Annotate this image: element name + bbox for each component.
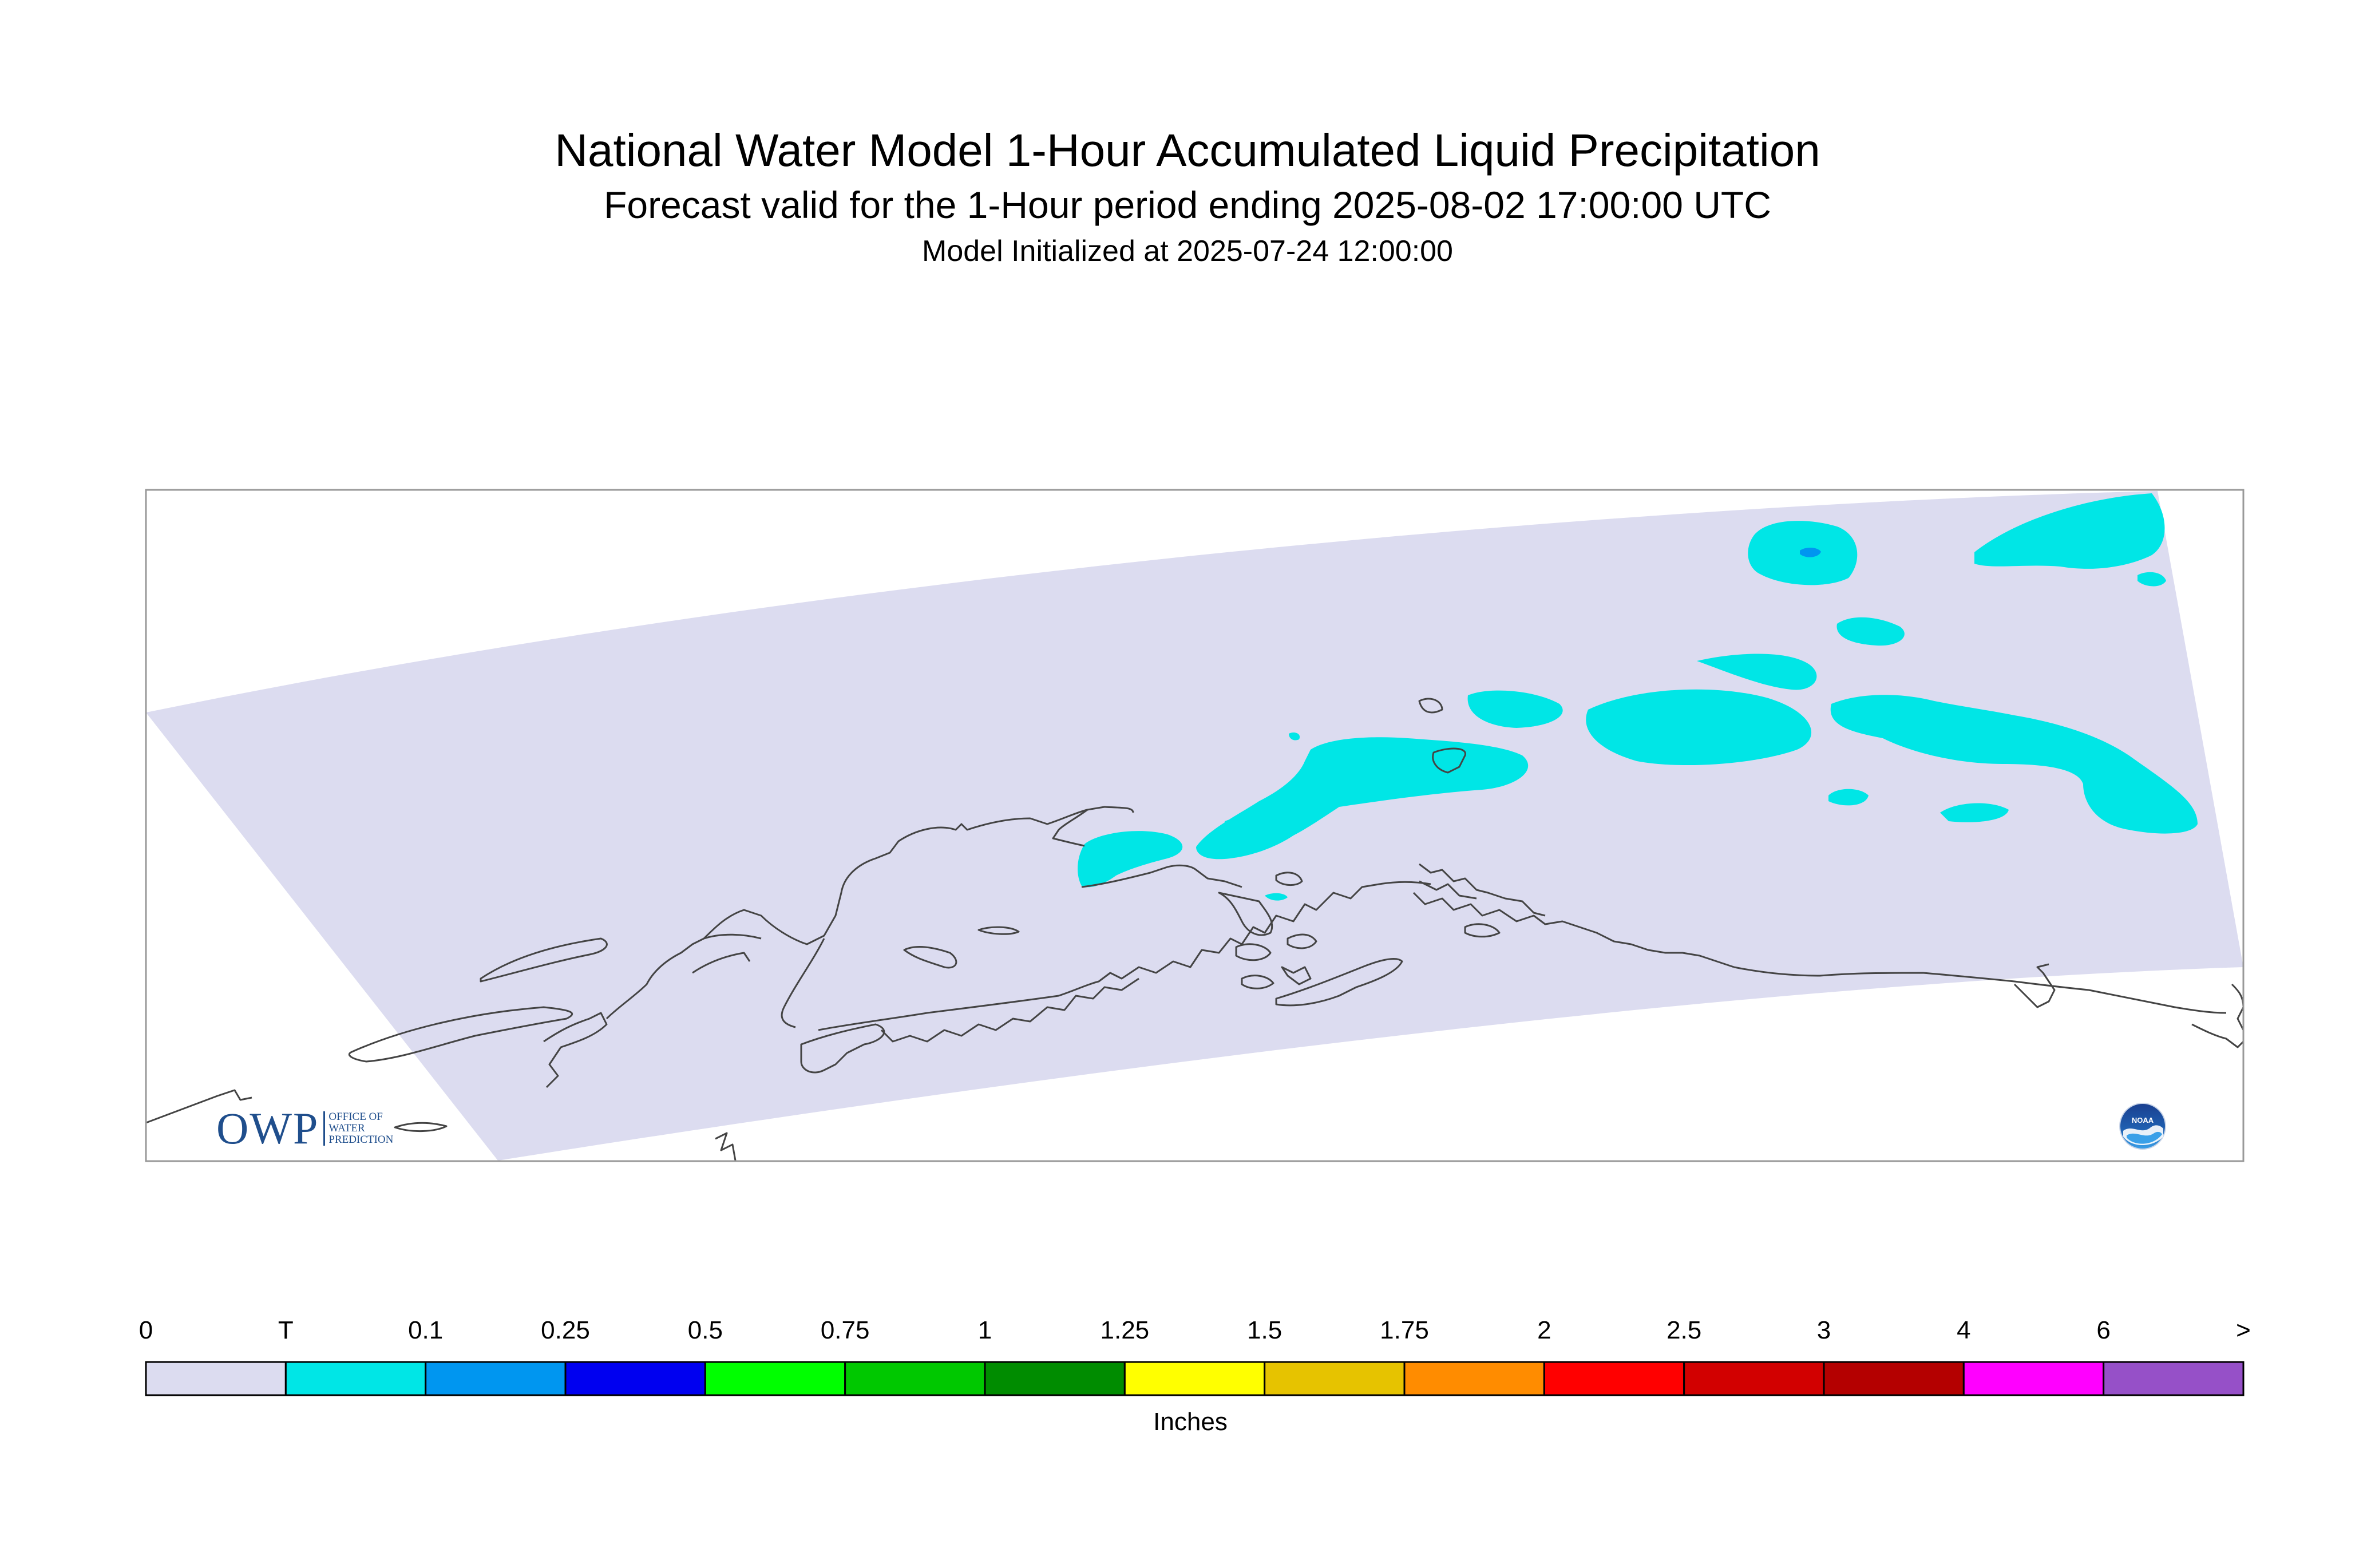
map-title: National Water Model 1-Hour Accumulated … (555, 125, 1820, 176)
coastline (1275, 872, 1303, 886)
coastline (1432, 747, 1466, 774)
legend-swatch (1543, 1361, 1685, 1396)
legend-label-greater: > (2236, 1316, 2251, 1344)
coastline (703, 806, 1134, 945)
legend-label-1.25: 1.25 (1100, 1316, 1150, 1344)
coastline (781, 938, 825, 1028)
legend-swatch (1962, 1361, 2105, 1396)
legend-label-0.75: 0.75 (820, 1316, 870, 1344)
precip-area (1225, 813, 1296, 850)
coastline (1275, 957, 1403, 1007)
coastline (715, 1132, 737, 1161)
precip-area (1467, 690, 1563, 728)
legend-label-1: 1 (977, 1316, 992, 1344)
noaa-logo-icon: NOAA (2119, 1103, 2166, 1150)
map-frame (145, 489, 2245, 1162)
coastline (903, 946, 957, 969)
svg-text:NOAA: NOAA (2132, 1116, 2154, 1124)
coastline (1287, 933, 1317, 949)
coastline (1052, 809, 1088, 847)
coastline (2191, 1023, 2245, 1048)
legend-label-2: 2 (1537, 1316, 1551, 1344)
legend-swatch (2103, 1361, 2245, 1396)
precip-area (1697, 654, 1817, 690)
legend-label-6: 6 (2096, 1316, 2111, 1344)
legend-label-2.5: 2.5 (1667, 1316, 1702, 1344)
coastline (1081, 864, 1242, 888)
coastline (1235, 943, 1272, 961)
legend-label-0: 0 (138, 1316, 153, 1344)
coastline (1412, 892, 1735, 968)
legend-swatch (1264, 1361, 1406, 1396)
legend-label-0.1: 0.1 (408, 1316, 444, 1344)
legend-swatch (1403, 1361, 1545, 1396)
coastline (1419, 863, 1546, 917)
legend-swatch (704, 1361, 846, 1396)
coastline (348, 1006, 573, 1063)
coastline (1464, 923, 1501, 938)
coastline (394, 1122, 448, 1132)
legend-label-0.5: 0.5 (687, 1316, 723, 1344)
coastline (1418, 698, 1443, 714)
coastline (1733, 966, 2227, 1014)
legend-label-trace: T (278, 1316, 294, 1344)
coastline (977, 926, 1020, 935)
coastline (692, 952, 751, 974)
color-legend-bar (145, 1361, 2245, 1396)
coastline (145, 1089, 252, 1124)
coastline (1419, 880, 1477, 900)
coastline (605, 933, 762, 1020)
legend-swatch (425, 1361, 567, 1396)
coastline (800, 1023, 885, 1074)
coastline (1218, 892, 1273, 936)
legend-swatch (984, 1361, 1126, 1396)
precip-area (1265, 893, 1288, 901)
precip-area (1078, 831, 1183, 888)
legend-label-1.75: 1.75 (1380, 1316, 1429, 1344)
coastline (880, 977, 1139, 1043)
precip-area-0.1 (1800, 547, 1821, 557)
coastline (818, 881, 1431, 1031)
coastline (480, 937, 608, 983)
coastline (1241, 975, 1274, 989)
legend-label-3: 3 (1816, 1316, 1831, 1344)
precip-area (1586, 689, 1812, 766)
precip-area (1289, 732, 1300, 741)
precipitation-areas (1078, 493, 2198, 901)
owp-logo-text: OFFICE OF WATER PREDICTION (323, 1111, 397, 1146)
model-domain-area (146, 491, 2243, 1161)
map-subtitle: Forecast valid for the 1-Hour period end… (604, 184, 1771, 226)
legend-label-0.25: 0.25 (541, 1316, 590, 1344)
precip-area (1830, 695, 2198, 834)
legend-swatch (1123, 1361, 1266, 1396)
legend-swatch (564, 1361, 706, 1396)
legend-swatch (284, 1361, 427, 1396)
legend-swatch (1823, 1361, 1965, 1396)
precip-area (1836, 617, 1905, 646)
coastline (543, 1012, 608, 1088)
owp-logo-mark: OWP (216, 1103, 319, 1153)
legend-swatch (145, 1361, 287, 1396)
precip-area (1940, 803, 2009, 822)
legend-units-label: Inches (1153, 1408, 1228, 1436)
coastline (1281, 966, 1312, 985)
model-initialized-label: Model Initialized at 2025-07-24 12:00:00 (922, 235, 1453, 268)
precip-area (1828, 789, 1869, 806)
legend-swatch (1683, 1361, 1825, 1396)
coastlines (145, 698, 2245, 1161)
precip-area (2138, 572, 2166, 587)
legend-label-1.5: 1.5 (1247, 1316, 1282, 1344)
precip-area (1974, 493, 2165, 569)
owp-logo: OWP OFFICE OF WATER PREDICTION (216, 1106, 397, 1151)
legend-swatch (844, 1361, 986, 1396)
legend-label-4: 4 (1957, 1316, 1971, 1344)
coastline (2231, 983, 2245, 1031)
coastline (2013, 963, 2056, 1008)
